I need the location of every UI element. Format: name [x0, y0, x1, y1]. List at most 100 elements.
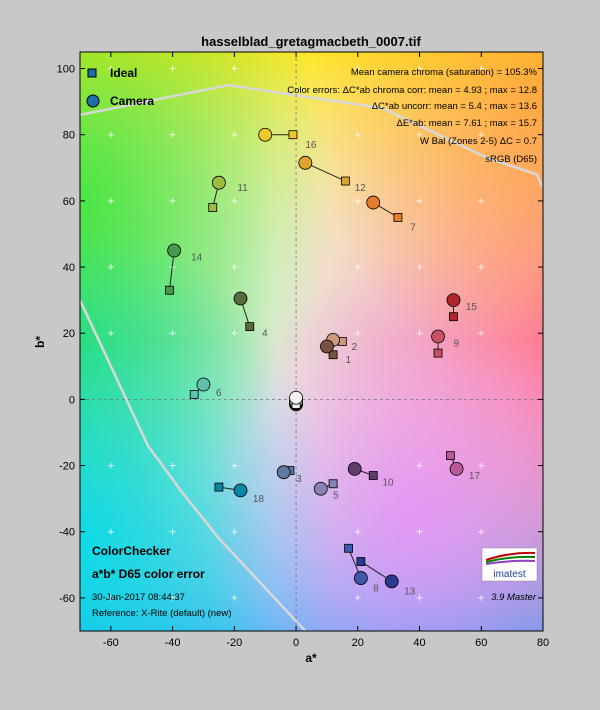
patch-label: 6 [216, 388, 222, 399]
patch-13: 13 [356, 557, 416, 598]
ideal-marker [449, 312, 458, 322]
version-label: 3.9 Master [491, 592, 537, 603]
info-reference: Reference: X-Rite (default) (new) [92, 608, 231, 619]
camera-marker [167, 243, 182, 258]
grid-cross [478, 65, 485, 72]
logo-text: imatest [493, 569, 525, 580]
camera-marker [258, 127, 273, 142]
camera-marker [431, 329, 445, 344]
ideal-marker [368, 471, 378, 480]
error-line [305, 162, 346, 182]
grid-cross [354, 197, 361, 204]
patch-14: 14 [165, 243, 203, 295]
ideal-marker [214, 482, 224, 492]
patch-label: 14 [191, 252, 203, 263]
grid-cross [107, 462, 114, 469]
grid-cross [107, 528, 114, 535]
grid-cross [416, 330, 423, 337]
patch-label: 2 [352, 342, 358, 353]
patch-label: 5 [333, 491, 339, 502]
ideal-marker [288, 130, 298, 140]
grid-cross [169, 131, 176, 138]
y-tick-label: -60 [59, 593, 75, 605]
patch-label: 15 [466, 302, 478, 313]
grid-cross [231, 197, 238, 204]
camera-marker [313, 481, 328, 496]
grid-cross [354, 594, 361, 601]
stats-block: Mean camera chroma (saturation) = 105.3%… [287, 67, 537, 165]
patch-7: 7 [366, 195, 416, 234]
patch-5: 5 [313, 479, 339, 502]
grid-cross [169, 197, 176, 204]
patch-9: 9 [431, 329, 459, 358]
grid-cross [169, 594, 176, 601]
x-tick-label: 60 [475, 637, 487, 649]
y-axis-label: b* [33, 336, 47, 348]
grid-cross [107, 131, 114, 138]
patch-12: 12 [298, 155, 367, 194]
camera-marker [366, 195, 381, 210]
grid-cross [107, 264, 114, 271]
patch-markers: 18 17 16 15 14 13 12 11 10 9 8 7 6 5 4 3 21 [165, 127, 481, 598]
ideal-marker [245, 322, 255, 332]
grid-cross [354, 528, 361, 535]
legend-camera-label: Camera [110, 94, 154, 108]
stat-delta-e: ΔE*ab: mean = 7.61 ; max = 15.7 [397, 118, 538, 129]
patch-16: 16 [258, 127, 317, 151]
x-axis-label: a* [305, 651, 317, 665]
patch-1: 1 [320, 339, 351, 366]
y-tick-label: 80 [63, 130, 75, 142]
stat-colorspace: sRGB (D65) [485, 154, 537, 165]
gamut-upper-line [80, 83, 543, 189]
x-tick-label: -60 [103, 637, 119, 649]
patch-11: 11 [208, 175, 248, 212]
patch-label: 4 [262, 329, 268, 340]
stat-white-balance: W Bal (Zones 2-5) ΔC = 0.7 [420, 136, 537, 147]
ideal-marker [344, 543, 353, 553]
grid-cross [231, 528, 238, 535]
grid-cross [416, 594, 423, 601]
ideal-marker [328, 350, 338, 360]
grid-cross [169, 330, 176, 337]
y-tick-label: 0 [69, 394, 75, 406]
grid-cross [416, 528, 423, 535]
grid-cross [107, 330, 114, 337]
y-tick-label: -20 [59, 461, 75, 473]
camera-marker [384, 574, 399, 589]
grid-cross [169, 462, 176, 469]
patch-17: 17 [445, 451, 481, 482]
x-tick-label: 20 [352, 637, 364, 649]
x-tick-label: -40 [165, 637, 181, 649]
patch-6: 6 [189, 377, 222, 399]
ideal-marker [165, 285, 174, 295]
legend: Ideal Camera [86, 66, 154, 108]
srgb-gamut-boundary [80, 83, 543, 631]
ideal-marker [433, 348, 443, 358]
patch-label: 10 [382, 477, 394, 488]
grid-cross [231, 131, 238, 138]
patch-label: 13 [404, 587, 416, 598]
chart-title: hasselblad_gretagmacbeth_0007.tif [201, 34, 421, 49]
y-tick-label: 40 [63, 262, 75, 274]
zero-axis-lines [80, 52, 543, 631]
info-title: ColorChecker [92, 544, 171, 558]
grid-cross [478, 264, 485, 271]
chart-info-block: ColorChecker a*b* D65 color error 30-Jan… [92, 544, 231, 619]
camera-marker [298, 155, 313, 170]
legend-ideal-label: Ideal [110, 66, 137, 80]
stat-chroma-uncorr: ΔC*ab uncorr: mean = 5.4 ; max = 13.6 [372, 101, 537, 112]
grid-cross [416, 197, 423, 204]
x-tick-label: 40 [413, 637, 425, 649]
ideal-marker [208, 203, 218, 212]
gamut-lower-line [80, 299, 307, 631]
plot-frame [79, 51, 544, 632]
grid-cross [107, 197, 114, 204]
y-axis-ticks: -60 -40 -20 0 20 40 60 80 100 [57, 64, 543, 605]
patch-label: 12 [355, 183, 367, 194]
grid-cross [231, 264, 238, 271]
grid-cross [478, 528, 485, 535]
patch-label: 17 [469, 471, 481, 482]
grid-cross [478, 197, 485, 204]
patch-label: 16 [305, 140, 317, 151]
camera-marker [196, 377, 211, 392]
